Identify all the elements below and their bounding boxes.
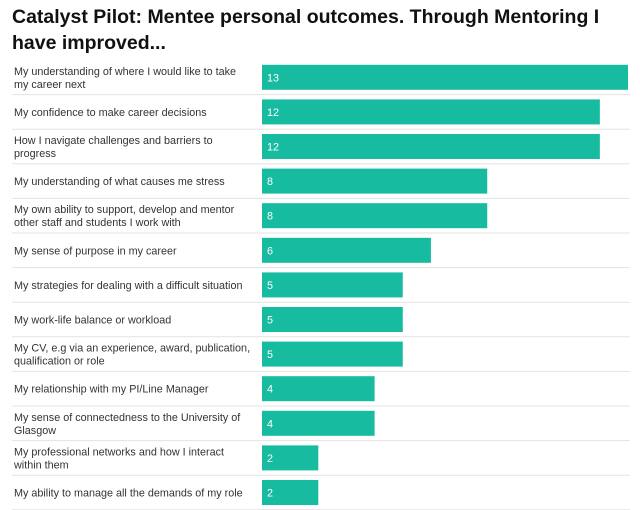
category-label: My understanding of where I would like t… — [14, 66, 236, 91]
chart-title: Catalyst Pilot: Mentee personal outcomes… — [12, 6, 600, 54]
category-label: My professional networks and how I inter… — [13, 446, 224, 471]
bar — [262, 64, 628, 90]
bar — [262, 272, 403, 298]
bar — [262, 480, 319, 505]
category-label: My own ability to support, develop and m… — [14, 204, 235, 229]
value-label: 6 — [267, 245, 273, 257]
value-label: 12 — [267, 107, 279, 119]
value-label: 4 — [267, 418, 273, 430]
bar — [262, 376, 375, 402]
bar — [262, 237, 431, 263]
value-label: 12 — [267, 142, 279, 154]
category-label: My CV, e.g via an experience, award, pub… — [14, 343, 250, 368]
value-label: 5 — [267, 349, 273, 361]
category-label: My sense of connectedness to the Univers… — [14, 412, 241, 437]
value-label: 5 — [267, 280, 273, 292]
category-label: My strategies for dealing with a difficu… — [14, 280, 242, 292]
category-label: My work-life balance or workload — [14, 315, 171, 327]
bar — [262, 307, 403, 332]
value-label: 2 — [267, 453, 273, 465]
value-label: 8 — [267, 176, 273, 188]
bar — [262, 410, 375, 436]
category-label: My sense of purpose in my career — [14, 245, 177, 257]
value-label: 5 — [267, 315, 273, 327]
value-label: 8 — [267, 211, 273, 223]
bar — [262, 99, 600, 125]
bar — [262, 134, 600, 159]
value-label: 13 — [267, 72, 279, 84]
category-label: My understanding of what causes me stres… — [14, 176, 225, 188]
value-label: 2 — [267, 488, 273, 500]
category-label: My confidence to make career decisions — [14, 107, 207, 119]
bar — [262, 445, 319, 471]
category-label: My relationship with my PI/Line Manager — [14, 384, 209, 396]
value-label: 4 — [267, 384, 273, 396]
category-label: How I navigate challenges and barriers t… — [14, 135, 213, 160]
bar — [262, 168, 488, 194]
bar — [262, 341, 403, 367]
category-label: My ability to manage all the demands of … — [14, 488, 243, 500]
bar — [262, 203, 488, 229]
